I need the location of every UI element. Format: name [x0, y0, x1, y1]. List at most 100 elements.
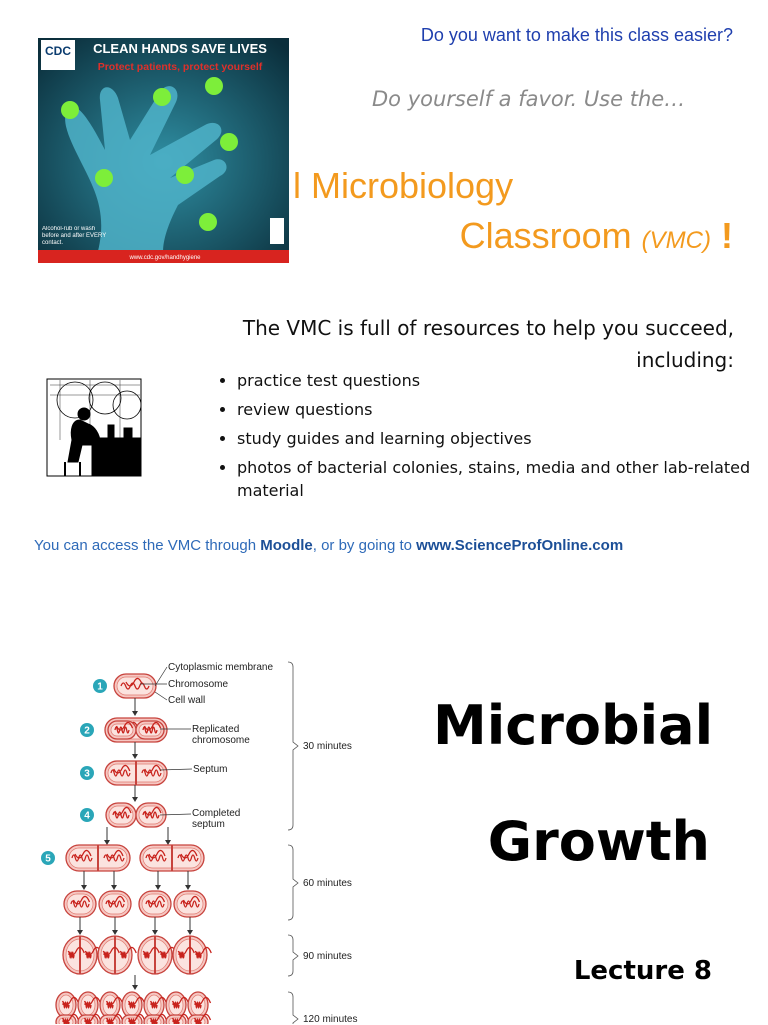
arrow-head: [104, 840, 110, 845]
arrow-head: [112, 930, 118, 935]
chromosome: [180, 895, 201, 908]
title-abbr: (VMC): [641, 227, 711, 254]
arrow-head: [187, 930, 193, 935]
poster-note: Alcohol-rub or wash before and after EVE…: [42, 226, 107, 246]
chromosome: [105, 996, 124, 1009]
leader-line: [154, 666, 168, 687]
step-badge: [80, 766, 94, 780]
site-link[interactable]: www.ScienceProfOnline.com: [416, 537, 624, 554]
poster-url: www.cdc.gov/handhygiene: [128, 255, 201, 261]
poster-logo: CDC: [45, 44, 71, 58]
poster-subhead: Protect patients, protect yourself: [98, 61, 263, 73]
chromosome: [145, 849, 167, 862]
arrow-head: [77, 930, 83, 935]
access-text: You can access the VMC through: [34, 537, 261, 554]
diagram-label: Septum: [193, 764, 228, 775]
chromosome: [119, 946, 137, 959]
chromosome: [83, 1013, 102, 1024]
diagram-label: Chromosome: [168, 679, 229, 690]
chromosome: [120, 677, 150, 690]
arrow-head: [81, 885, 87, 890]
chromosome: [193, 1013, 212, 1024]
time-label: 30 minutes: [303, 741, 352, 752]
chromosome: [177, 946, 195, 959]
bracket: [287, 661, 299, 831]
diagram-label: Replicated chromosome: [192, 724, 250, 746]
diagram-label: Cytoplasmic membrane: [168, 662, 274, 673]
step-number: 5: [45, 854, 51, 865]
arrow-head: [165, 840, 171, 845]
chromosome: [194, 946, 212, 959]
slide-title: Growth: [487, 810, 710, 873]
leader-line: [159, 768, 193, 771]
chromosome: [171, 1013, 190, 1024]
arrow-head: [132, 711, 138, 716]
bullet: review questions: [237, 398, 767, 421]
chromosome: [142, 806, 162, 819]
arrow-head: [132, 797, 138, 802]
bracket: [287, 934, 299, 977]
chromosome: [142, 721, 162, 734]
chromosome: [127, 996, 146, 1009]
diagram-label: Cell wall: [168, 695, 206, 706]
chromosome: [67, 946, 85, 959]
step-badge: [41, 851, 55, 865]
diagram-label: Completed septum: [192, 808, 241, 830]
title-mark: !: [721, 215, 733, 256]
poster-headline: CLEAN HANDS SAVE LIVES: [93, 41, 267, 56]
step-number: 3: [84, 769, 90, 780]
scientist-illustration: [46, 378, 142, 477]
chromosome: [105, 895, 126, 908]
chromosome: [103, 849, 125, 862]
chromosome: [145, 895, 166, 908]
poster-note-box: Alcohol-rub or wash before and after EVE…: [42, 226, 107, 246]
time-label: 90 minutes: [303, 951, 352, 962]
fission-diagram: 1 2 3 4 5: [41, 661, 299, 1024]
arrow-head: [132, 754, 138, 759]
time-label: 120 minutes: [303, 1014, 358, 1025]
chromosome: [142, 946, 160, 959]
arrow-head: [111, 885, 117, 890]
step-badge: [80, 723, 94, 737]
chromosome: [193, 996, 212, 1009]
leader-line: [159, 813, 192, 816]
bullet-list: practice test questions review questions…: [186, 369, 767, 508]
time-label: 60 minutes: [303, 878, 352, 889]
chromosome: [149, 996, 168, 1009]
access-text: , or by going to: [312, 537, 417, 554]
chromosome: [61, 1013, 80, 1024]
slide-title: Microbial: [433, 694, 714, 757]
bullet: photos of bacterial colonies, stains, me…: [237, 456, 767, 502]
bracket: [287, 991, 299, 1024]
chromosome: [71, 849, 93, 862]
step-number: 4: [84, 811, 90, 822]
chromosome: [171, 996, 190, 1009]
chromosome: [105, 1013, 124, 1024]
chromosome: [149, 1013, 168, 1024]
bracket: [287, 844, 299, 921]
arrow-head: [155, 885, 161, 890]
chromosome: [112, 806, 132, 819]
access-line: You can access the VMC through Moodle, o…: [34, 537, 623, 554]
step-number: 2: [84, 726, 90, 737]
chromosome: [177, 849, 199, 862]
moodle-link[interactable]: Moodle: [260, 537, 313, 554]
chromosome: [127, 1013, 146, 1024]
chromosome: [61, 996, 80, 1009]
arrow-head: [185, 885, 191, 890]
arrow-head: [152, 930, 158, 935]
tagline: Do yourself a favor. Use the…: [372, 87, 686, 111]
chromosome: [83, 996, 102, 1009]
chromosome: [102, 946, 120, 959]
bullet: study guides and learning objectives: [237, 427, 767, 450]
intro: The VMC is full of resources to help you…: [242, 316, 734, 372]
poster: CDC CLEAN HANDS SAVE LIVES Protect patie…: [38, 38, 289, 263]
chromosome: [110, 764, 131, 777]
title-word: Classroom: [459, 215, 632, 256]
title-line1: l Microbiology: [293, 165, 514, 206]
chromosome: [141, 764, 162, 777]
chromosome: [114, 721, 134, 734]
arrow-head: [132, 985, 138, 990]
